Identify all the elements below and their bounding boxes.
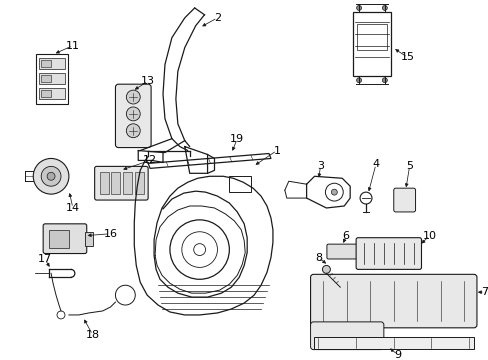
Text: 12: 12 (143, 156, 157, 166)
Text: 17: 17 (38, 255, 52, 265)
Text: 16: 16 (103, 229, 117, 239)
FancyBboxPatch shape (43, 224, 86, 253)
Bar (84, 232, 93, 246)
Text: 18: 18 (85, 330, 100, 340)
Circle shape (356, 78, 361, 83)
Circle shape (126, 90, 140, 104)
Text: 5: 5 (405, 161, 412, 171)
Text: 14: 14 (66, 203, 80, 213)
Circle shape (331, 189, 337, 195)
FancyBboxPatch shape (95, 166, 148, 200)
Circle shape (382, 5, 386, 10)
Bar (41, 60, 51, 67)
Bar (39, 58, 65, 69)
Circle shape (41, 166, 61, 186)
Text: 4: 4 (371, 159, 379, 170)
Bar (313, 337, 473, 348)
Circle shape (126, 107, 140, 121)
Text: 1: 1 (273, 145, 280, 156)
Text: 15: 15 (400, 53, 414, 62)
Text: 7: 7 (480, 287, 488, 297)
Bar (36, 54, 68, 104)
FancyBboxPatch shape (355, 238, 421, 269)
Bar (100, 172, 108, 194)
Bar (352, 12, 390, 76)
Bar (123, 172, 132, 194)
Text: 2: 2 (213, 13, 221, 23)
Bar (356, 24, 386, 50)
Bar (39, 88, 65, 99)
FancyBboxPatch shape (310, 274, 476, 328)
Text: 10: 10 (422, 231, 435, 241)
Circle shape (47, 172, 55, 180)
Bar (41, 90, 51, 97)
Circle shape (382, 78, 386, 83)
Text: 9: 9 (393, 350, 401, 360)
Bar (229, 176, 251, 192)
Bar (39, 73, 65, 84)
Text: 8: 8 (314, 252, 322, 262)
Text: 13: 13 (141, 76, 155, 86)
Bar (135, 172, 144, 194)
Text: 19: 19 (230, 134, 244, 144)
Bar (41, 75, 51, 82)
FancyBboxPatch shape (310, 322, 383, 350)
Circle shape (356, 5, 361, 10)
Text: 11: 11 (66, 41, 80, 50)
FancyBboxPatch shape (326, 244, 357, 259)
Bar (111, 172, 120, 194)
Circle shape (126, 124, 140, 138)
Circle shape (33, 158, 69, 194)
Text: 3: 3 (316, 161, 324, 171)
Circle shape (322, 265, 330, 273)
FancyBboxPatch shape (115, 84, 151, 148)
Text: 6: 6 (342, 231, 349, 241)
FancyBboxPatch shape (393, 188, 415, 212)
Bar (49, 230, 69, 248)
